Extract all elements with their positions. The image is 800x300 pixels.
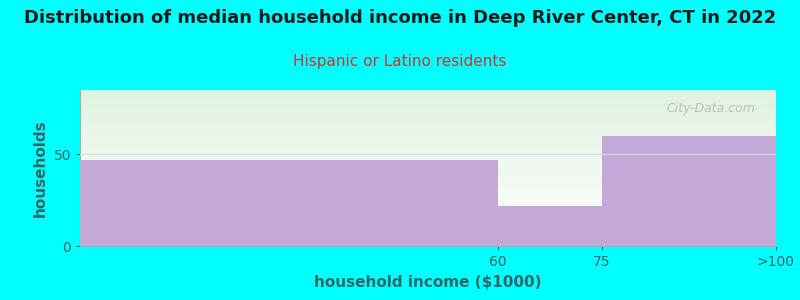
- X-axis label: household income ($1000): household income ($1000): [314, 274, 542, 290]
- Bar: [602, 136, 776, 246]
- Text: City-Data.com: City-Data.com: [666, 103, 755, 116]
- Text: Hispanic or Latino residents: Hispanic or Latino residents: [294, 54, 506, 69]
- Bar: [498, 206, 602, 246]
- Bar: [80, 160, 498, 246]
- Y-axis label: households: households: [33, 119, 48, 217]
- Text: Distribution of median household income in Deep River Center, CT in 2022: Distribution of median household income …: [24, 9, 776, 27]
